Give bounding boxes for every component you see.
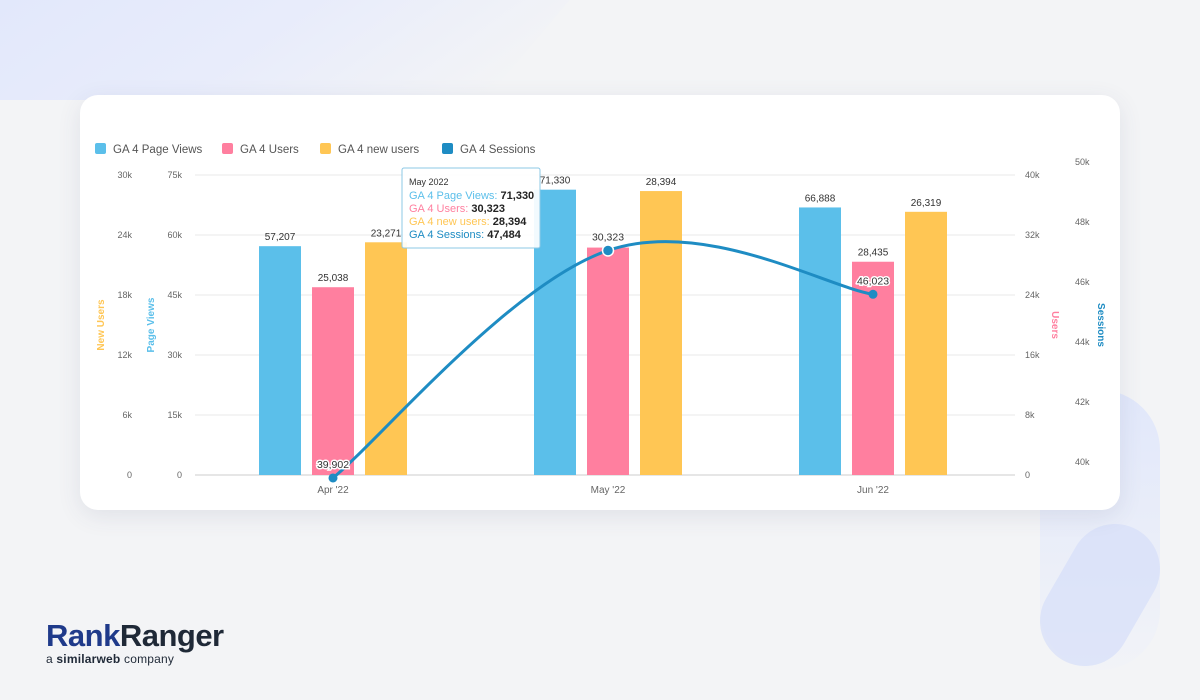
bar-users [587,247,629,475]
legend-item: GA 4 new users [338,144,419,156]
bar-page-views [799,207,841,475]
y-tick-page-views: 45k [167,290,182,300]
bar-page-views [259,246,301,475]
y-tick-new-users: 18k [117,290,132,300]
y-tick-page-views: 30k [167,350,182,360]
x-tick-label: May '22 [591,485,626,496]
y-tick-page-views: 60k [167,230,182,240]
data-label: 71,330 [540,176,571,187]
tooltip-row: GA 4 Users: 30,323 [409,203,505,215]
y-tick-page-views: 0 [177,470,182,480]
data-label: 66,888 [805,193,836,204]
sessions-point [868,289,878,299]
legend-item: GA 4 Sessions [460,144,536,156]
y-axis-title-users: Users [1049,311,1060,339]
combo-chart: 0 6k 12k 18k 24k 30k 0 15k 30k 45k 60k 75k 0 8k 16k 24k… [95,143,1106,496]
tagline-suffix: company [124,652,175,666]
y-tick-sessions: 44k [1075,337,1090,347]
y-tick-users: 0 [1025,470,1030,480]
data-label: 26,319 [911,198,942,209]
background-shape [0,0,620,100]
tooltip-row: GA 4 Page Views: 71,330 [409,190,534,202]
background-shape [1023,507,1177,683]
y-tick-sessions: 48k [1075,217,1090,227]
y-tick-new-users: 12k [117,350,132,360]
legend-swatch [95,143,106,154]
y-tick-new-users: 6k [122,410,132,420]
tagline-prefix: a [46,652,53,666]
y-tick-users: 16k [1025,350,1040,360]
y-axis-title-new-users: New Users [96,299,107,351]
y-tick-sessions: 46k [1075,277,1090,287]
sessions-point [601,244,615,257]
tooltip-row: GA 4 Sessions: 47,484 [409,229,522,241]
data-label: 28,435 [858,248,889,259]
data-label: 57,207 [265,232,296,243]
legend-swatch [222,143,233,154]
data-label: 39,902 [317,459,349,471]
data-label: 46,023 [857,275,889,287]
y-tick-sessions: 50k [1075,157,1090,167]
legend-swatch [320,143,331,154]
bar-new-users [905,211,947,475]
x-tick-label: Apr '22 [317,485,349,496]
data-label: 25,038 [318,273,349,284]
tooltip-row: GA 4 new users: 28,394 [409,216,527,228]
y-tick-page-views: 75k [167,170,182,180]
y-tick-users: 40k [1025,170,1040,180]
y-tick-users: 32k [1025,230,1040,240]
y-tick-users: 8k [1025,410,1035,420]
legend-item: GA 4 Page Views [113,144,203,156]
data-label: 30,323 [592,231,624,243]
y-axis-title-sessions: Sessions [1095,303,1106,347]
y-axis-title-page-views: Page Views [146,297,157,352]
x-tick-label: Jun '22 [857,485,889,496]
tagline-brand: similarweb [56,652,121,666]
tooltip-box [401,167,541,249]
data-label: 28,394 [646,177,677,188]
logo-text-part2: Ranger [119,618,224,653]
y-tick-sessions: 40k [1075,457,1090,467]
logo-text-part1: Rank [46,618,120,653]
bar-new-users [365,242,407,475]
logo-wordmark: RankRanger [46,620,224,652]
data-label: 30,323 [593,234,624,245]
tooltip-title: May 2022 [409,177,449,187]
bar-page-views [534,189,576,475]
y-tick-new-users: 30k [117,170,132,180]
rankranger-logo: RankRanger a similarweb company [46,620,224,667]
data-label: 23,271 [371,228,402,239]
y-tick-users: 24k [1025,290,1040,300]
y-tick-sessions: 42k [1075,397,1090,407]
y-tick-new-users: 24k [117,230,132,240]
legend-swatch [442,143,453,154]
legend-item: GA 4 Users [240,144,299,156]
sessions-point [328,473,338,483]
logo-tagline: a similarweb company [46,652,224,666]
y-tick-new-users: 0 [127,470,132,480]
chart-card: 0 6k 12k 18k 24k 30k 0 15k 30k 45k 60k 75k 0 8k 16k 24k… [80,95,1120,510]
bar-users [312,287,354,475]
y-tick-page-views: 15k [167,410,182,420]
bar-new-users [640,191,682,475]
